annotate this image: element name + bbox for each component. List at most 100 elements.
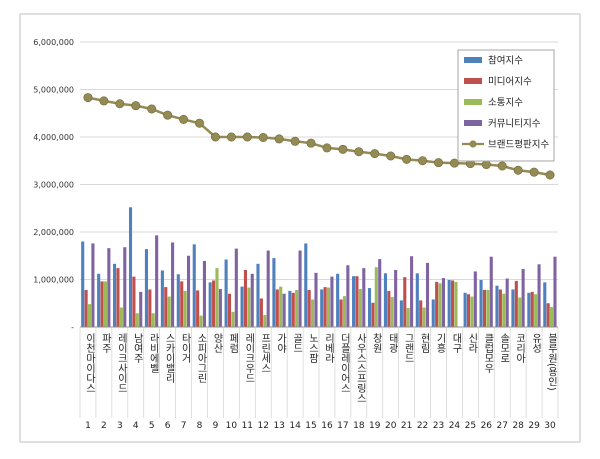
bar: [288, 290, 292, 327]
legend-label: 참여지수: [488, 55, 523, 67]
bar: [454, 281, 458, 327]
line-point: [386, 151, 396, 161]
rank-label: 30: [544, 421, 556, 431]
bar: [113, 263, 117, 327]
bar: [291, 292, 295, 327]
bar: [473, 271, 477, 327]
x-tick-label: 현림: [418, 333, 430, 353]
bar: [215, 268, 219, 327]
bar: [383, 273, 387, 327]
x-tick-label: 사우스스프링스: [354, 333, 366, 403]
bar: [550, 307, 554, 327]
y-tick-label: -: [71, 323, 74, 332]
bar: [256, 263, 260, 327]
legend-label: 커뮤니티지수: [488, 119, 541, 130]
bar: [521, 269, 525, 327]
x-tick-label: 그랜드: [402, 333, 414, 363]
line-point: [402, 154, 412, 164]
bar: [151, 313, 155, 327]
rank-label: 21: [401, 421, 412, 431]
bar: [394, 270, 398, 327]
x-tick-label: 스카이밸리: [163, 333, 175, 384]
line-point: [226, 132, 236, 142]
legend-swatch: [464, 78, 482, 84]
rank-label: 8: [197, 421, 203, 431]
line-point: [338, 144, 348, 154]
bar: [482, 289, 486, 327]
bar: [128, 207, 133, 327]
bar: [346, 265, 350, 327]
bar: [212, 280, 216, 327]
bar: [144, 249, 148, 327]
bar: [422, 307, 426, 327]
rank-label: 28: [512, 421, 524, 431]
bar: [543, 282, 547, 327]
bar: [463, 292, 467, 327]
bar: [502, 293, 506, 327]
x-axis: [79, 326, 559, 418]
x-tick-label: 프린세스: [259, 333, 271, 373]
bar: [470, 296, 474, 327]
bar: [231, 311, 235, 327]
bar: [218, 289, 222, 327]
y-axis-ticks: - 1,000,000 2,000,000 3,000,000 4,000,000 5,0…: [33, 38, 74, 332]
rank-label: 24: [449, 421, 461, 431]
bar: [180, 281, 184, 327]
bar: [100, 281, 104, 327]
bar-layer: [81, 207, 557, 327]
bar: [275, 289, 279, 327]
bar: [97, 273, 101, 327]
bar: [164, 287, 168, 327]
rank-label: 16: [321, 421, 333, 431]
bar: [84, 289, 88, 327]
bar: [486, 289, 490, 327]
bar: [438, 283, 442, 327]
line-point: [529, 167, 539, 177]
bar: [243, 270, 247, 327]
x-tick-label: 라비에벨: [147, 333, 159, 373]
bar: [466, 294, 471, 327]
rank-label: 4: [133, 421, 139, 431]
rank-label: 11: [242, 421, 253, 431]
rank-label: 3: [117, 421, 123, 431]
bar: [266, 250, 270, 327]
x-tick-label: 솔모로: [498, 333, 510, 363]
rank-label: 25: [465, 421, 476, 431]
line-point: [481, 160, 491, 170]
rank-label: 20: [385, 421, 397, 431]
x-tick-label: 태광: [386, 333, 398, 353]
rank-label: 27: [497, 421, 508, 431]
bar: [298, 250, 302, 327]
x-tick-label: 클럽모우: [482, 333, 494, 374]
line-point: [131, 101, 141, 111]
line-point: [274, 134, 284, 144]
rank-label: 22: [417, 421, 428, 431]
bar: [518, 297, 522, 327]
rank-label: 6: [165, 421, 171, 431]
rank-label: 10: [226, 421, 238, 431]
bar: [135, 313, 139, 327]
bar: [498, 289, 502, 327]
x-tick-label: 가야: [275, 333, 287, 354]
bar: [295, 289, 299, 327]
grid-layer: [80, 41, 558, 280]
line-point: [497, 161, 507, 171]
x-tick-label: 남여주: [131, 333, 143, 364]
line-point: [354, 147, 364, 157]
bar: [192, 244, 196, 327]
line-point: [513, 165, 523, 175]
bar: [399, 300, 403, 327]
bar: [378, 259, 382, 327]
bar: [240, 286, 244, 327]
bar: [320, 289, 324, 327]
y-tick-label: 4,000,000: [33, 133, 74, 142]
bar: [336, 273, 340, 327]
bar: [371, 302, 375, 327]
bar: [514, 280, 518, 327]
bar: [489, 256, 493, 327]
x-tick-label: 신라: [466, 333, 478, 354]
rank-label: 26: [481, 421, 493, 431]
bar: [155, 235, 159, 327]
y-tick-label: 1,000,000: [33, 276, 74, 285]
bar: [186, 255, 191, 327]
